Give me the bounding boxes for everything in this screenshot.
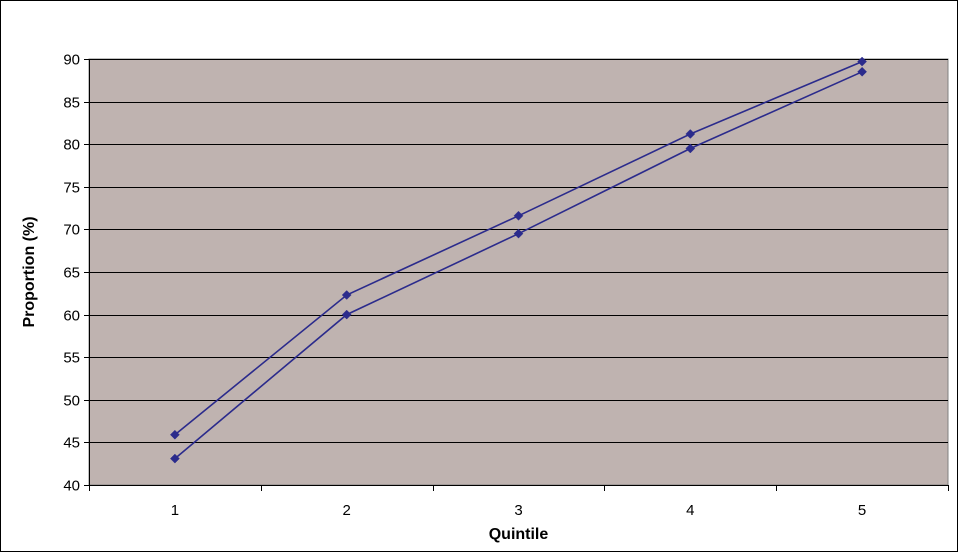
y-tick-label: 70 (63, 222, 80, 239)
y-tick-label: 75 (63, 180, 80, 197)
data-point-marker (170, 453, 180, 464)
y-tick-label: 85 (63, 95, 80, 112)
data-point-marker (857, 66, 867, 77)
x-axis-title: Quintile (489, 526, 549, 543)
y-tick-label: 90 (63, 52, 80, 69)
data-point-marker (685, 143, 696, 154)
x-tick-label: 1 (171, 502, 179, 519)
y-tick-label: 60 (63, 308, 80, 325)
data-point-marker (513, 210, 524, 221)
x-tick-label: 3 (514, 502, 522, 519)
series-group (170, 56, 867, 464)
y-axis-title: Proportion (%) (21, 216, 38, 327)
data-point-marker (513, 228, 524, 239)
x-tick-label: 5 (858, 502, 866, 519)
y-tick-label: 50 (63, 393, 80, 410)
series-1 (170, 56, 867, 440)
y-tick-label: 45 (63, 435, 80, 452)
data-point-marker (857, 56, 867, 67)
data-point-marker (341, 290, 352, 300)
x-tick-label: 2 (343, 502, 351, 519)
y-tick-label: 40 (63, 478, 80, 495)
y-tick-label: 55 (63, 350, 80, 367)
series-2 (170, 66, 867, 464)
data-point-marker (170, 429, 180, 440)
y-tick-label: 80 (63, 137, 80, 154)
data-point-marker (341, 309, 352, 320)
data-point-marker (685, 129, 696, 139)
y-tick-label: 65 (63, 265, 80, 282)
x-tick-label: 4 (686, 502, 694, 519)
